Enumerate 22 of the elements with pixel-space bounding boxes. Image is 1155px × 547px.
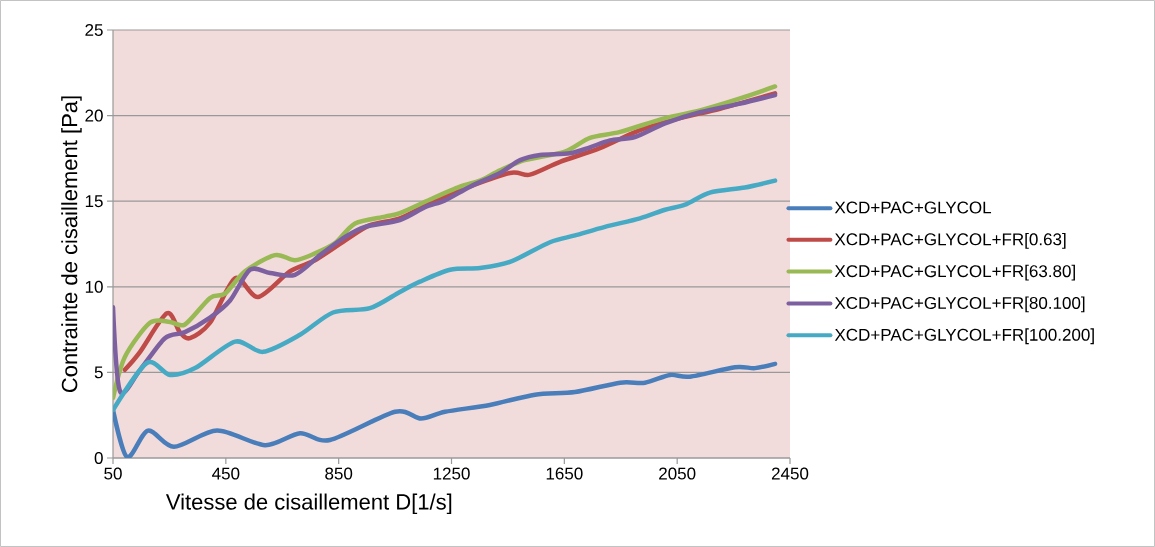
x-tick-label: 50	[104, 467, 122, 480]
x-tick-label: 2450	[771, 467, 809, 480]
x-tick-label: 850	[325, 467, 353, 480]
y-tick-label: 20	[85, 109, 103, 122]
x-tick-label: 1650	[546, 467, 583, 480]
legend-label: XCD+PAC+GLYCOL+FR[100.200]	[834, 328, 1094, 345]
legend-label: XCD+PAC+GLYCOL	[834, 201, 992, 214]
y-axis-title: Contrainte de cisaillement [Pa]	[61, 96, 82, 393]
x-tick-label: 450	[212, 467, 240, 480]
y-tick-label: 15	[85, 195, 103, 208]
y-tick-label: 5	[94, 366, 103, 379]
x-tick-label: 2050	[659, 467, 696, 480]
legend-label: XCD+PAC+GLYCOL+FR[0.63]	[834, 232, 1066, 249]
x-tick-label: 1250	[433, 467, 470, 480]
line-series	[113, 178, 778, 413]
y-tick-label: 10	[85, 280, 103, 293]
x-axis-title: Vitesse de cisaillement D[1/s]	[165, 493, 452, 515]
y-tick-label: 25	[85, 23, 103, 37]
y-tick-label: 0	[94, 451, 103, 465]
legend-label: XCD+PAC+GLYCOL+FR[63.80]	[834, 264, 1075, 281]
legend-label: XCD+PAC+GLYCOL+FR[80.100]	[834, 296, 1085, 313]
line-series	[113, 361, 778, 458]
